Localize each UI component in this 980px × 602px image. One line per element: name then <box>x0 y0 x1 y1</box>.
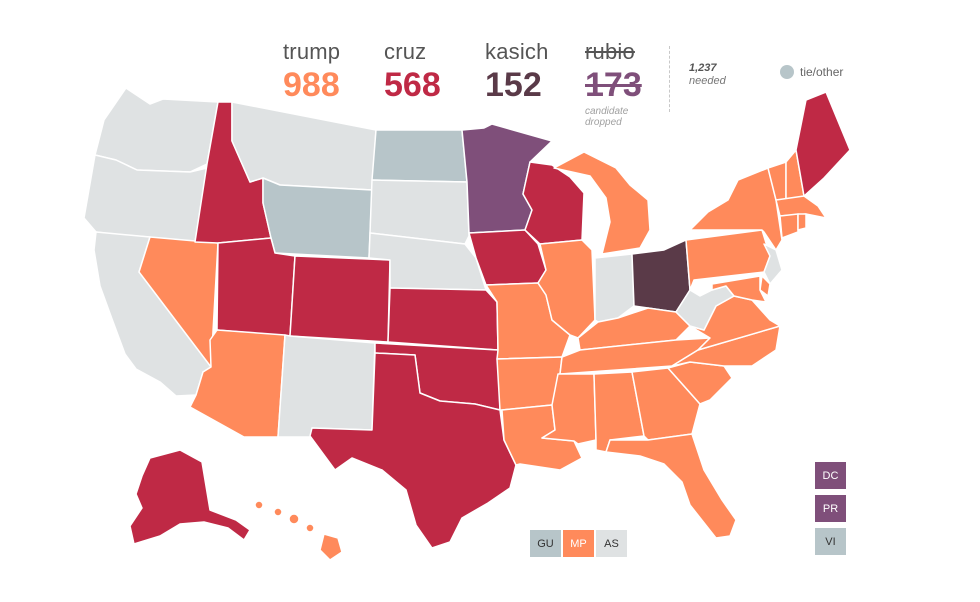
territory-vi[interactable]: VI <box>815 528 846 555</box>
state-az[interactable] <box>189 329 286 438</box>
legend-swatch <box>780 65 794 79</box>
delegate-count: 173 <box>585 66 642 104</box>
territory-dc[interactable]: DC <box>815 462 846 489</box>
delegates-needed: 1,237 needed <box>689 62 726 88</box>
candidate-name: rubio <box>585 39 635 64</box>
state-tx[interactable] <box>309 352 517 549</box>
state-oh[interactable] <box>631 239 691 313</box>
candidate-dropped-note: candidate dropped <box>585 106 629 128</box>
state-me[interactable] <box>795 91 851 197</box>
territory-pr[interactable]: PR <box>815 495 846 522</box>
state-in[interactable] <box>594 253 635 323</box>
candidate-rubio: rubio 173 candidate dropped <box>585 39 655 129</box>
state-nc[interactable] <box>671 325 781 367</box>
state-ct[interactable] <box>779 213 799 239</box>
territory-gu[interactable]: GU <box>530 530 561 557</box>
legend-tie-other: tie/other <box>780 65 843 79</box>
state-nd[interactable] <box>371 129 468 183</box>
state-ri[interactable] <box>797 213 807 231</box>
state-mi[interactable] <box>553 151 651 255</box>
territory-as[interactable]: AS <box>596 530 627 557</box>
legend-label: tie/other <box>800 65 844 79</box>
state-hi[interactable] <box>254 500 343 561</box>
state-nj[interactable] <box>763 243 783 285</box>
state-fl[interactable] <box>605 433 737 539</box>
candidate-kasich: kasich 152 <box>485 39 549 105</box>
candidate-name: cruz <box>384 39 427 64</box>
delegate-count: 568 <box>384 66 441 104</box>
needed-number: 1,237 <box>689 62 717 74</box>
delegate-header: trump 988 cruz 568 kasich 152 rubio 173 … <box>0 0 980 130</box>
state-mt[interactable] <box>231 101 377 191</box>
state-nm[interactable] <box>277 334 376 438</box>
state-wi[interactable] <box>522 161 585 245</box>
state-il[interactable] <box>537 239 596 339</box>
candidate-trump: trump 988 <box>283 39 341 105</box>
state-md[interactable] <box>711 275 767 303</box>
delegate-count: 152 <box>485 66 542 104</box>
state-sd[interactable] <box>369 179 470 245</box>
state-ks[interactable] <box>387 287 499 351</box>
needed-label: needed <box>689 75 726 87</box>
state-ak[interactable] <box>129 449 251 545</box>
state-co[interactable] <box>289 255 391 343</box>
header-divider <box>669 46 670 112</box>
territory-mp[interactable]: MP <box>563 530 594 557</box>
delegate-count: 988 <box>283 66 340 104</box>
candidate-name: trump <box>283 39 341 64</box>
state-wy[interactable] <box>262 177 373 259</box>
candidate-name: kasich <box>485 39 549 64</box>
candidate-cruz: cruz 568 <box>384 39 441 105</box>
